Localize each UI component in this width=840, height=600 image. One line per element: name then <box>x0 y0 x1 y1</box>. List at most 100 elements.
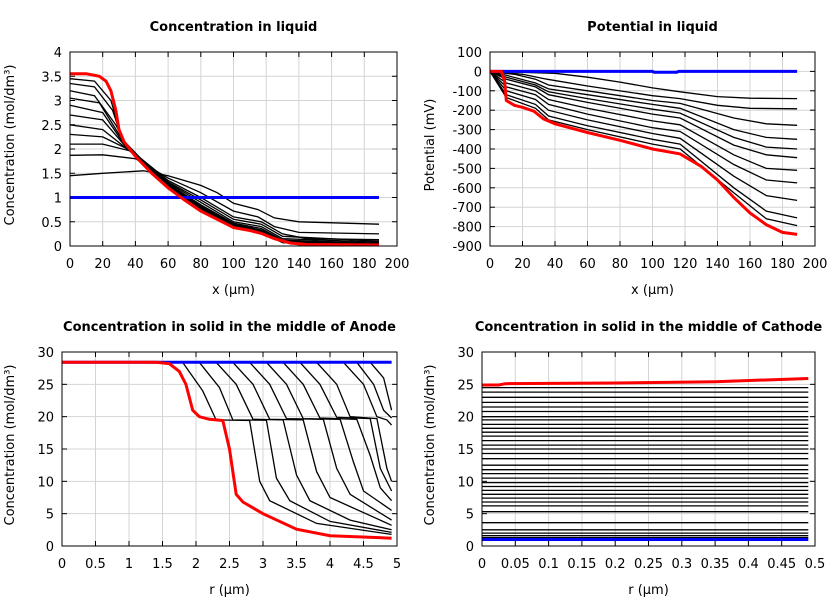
y-axis-label: Potential (mV) <box>423 99 438 192</box>
x-tick-label: 140 <box>286 257 311 272</box>
x-tick-label: 0.25 <box>634 557 663 572</box>
intermediate-series-line <box>62 361 393 419</box>
intermediate-series-line <box>489 70 798 140</box>
intermediate-series-line <box>70 143 380 241</box>
intermediate-series-line <box>62 361 392 536</box>
y-tick-label: 100 <box>457 46 482 61</box>
x-tick-label: 140 <box>705 257 730 272</box>
x-tick-label: 0.3 <box>671 557 692 572</box>
x-tick-label: 0.1 <box>538 557 559 572</box>
x-tick-label: 0 <box>478 557 486 572</box>
chart-panel-2: Potential in liquid 0 20 40 60 80 100 120 140 160… <box>423 20 827 298</box>
x-tick-label: 2.5 <box>219 557 240 572</box>
intermediate-series-line <box>62 361 392 531</box>
x-tick-label: 1 <box>125 557 133 572</box>
initial-series-line <box>490 69 798 74</box>
y-tick-label: 0 <box>46 540 54 555</box>
x-tick-label: 160 <box>319 257 344 272</box>
x-tick-label: 200 <box>803 257 828 272</box>
intermediate-series-line <box>489 71 798 219</box>
x-tick-label: 200 <box>385 257 410 272</box>
y-tick-label: 2 <box>54 143 62 158</box>
x-tick-label: 0.4 <box>738 557 759 572</box>
x-axis-label: r (µm) <box>209 583 250 598</box>
x-tick-label: 40 <box>547 257 564 272</box>
plot-frame <box>61 351 398 547</box>
x-axis-label: r (µm) <box>628 583 669 598</box>
y-tick-label: -500 <box>452 162 482 177</box>
intermediate-series-line <box>62 361 393 426</box>
x-tick-label: 60 <box>160 257 177 272</box>
intermediate-series-line <box>489 70 798 110</box>
x-tick-label: 0.2 <box>605 557 626 572</box>
intermediate-series-line <box>69 133 380 242</box>
y-tick-label: 15 <box>37 443 54 458</box>
x-tick-label: 100 <box>221 257 246 272</box>
x-tick-label: 0.5 <box>85 557 106 572</box>
y-tick-label: 2.5 <box>41 119 62 134</box>
y-tick-label: 25 <box>37 378 54 393</box>
intermediate-series-line <box>62 361 392 534</box>
chart-title: Concentration in solid in the middle of … <box>475 320 823 335</box>
x-tick-label: 0.5 <box>805 557 826 572</box>
x-tick-label: 4.5 <box>353 557 374 572</box>
y-axis-label: Concentration (mol/dm³) <box>3 65 18 226</box>
y-tick-label: 15 <box>457 443 474 458</box>
x-tick-label: 4 <box>326 557 334 572</box>
y-tick-label: 0 <box>54 240 62 255</box>
y-tick-label: -200 <box>452 104 482 119</box>
plot-frame <box>481 351 816 547</box>
y-tick-label: 3 <box>54 95 62 110</box>
intermediate-series-line <box>62 361 392 521</box>
y-tick-label: -700 <box>452 201 482 216</box>
final-series-line <box>62 360 392 540</box>
intermediate-series-line <box>69 114 380 244</box>
x-tick-label: 0 <box>58 557 66 572</box>
y-tick-label: 20 <box>37 411 54 426</box>
y-axis-label: Concentration (mol/dm³) <box>3 365 18 526</box>
y-tick-label: 4 <box>54 46 62 61</box>
intermediate-series-line <box>69 154 380 235</box>
intermediate-series-line <box>69 170 380 225</box>
intermediate-series-line <box>489 70 798 126</box>
intermediate-series-line <box>62 361 392 526</box>
y-tick-label: 0 <box>474 65 482 80</box>
x-tick-label: 3.5 <box>286 557 307 572</box>
y-tick-label: -300 <box>452 124 482 139</box>
x-tick-label: 20 <box>514 257 531 272</box>
intermediate-series-line <box>62 361 393 411</box>
x-tick-label: 0.15 <box>567 557 596 572</box>
x-tick-label: 3 <box>259 557 267 572</box>
x-tick-label: 1.5 <box>152 557 173 572</box>
x-tick-label: 80 <box>612 257 629 272</box>
x-tick-label: 0.35 <box>701 557 730 572</box>
plot-frame <box>69 51 398 247</box>
chart-panel-4: Concentration in solid in the middle of … <box>423 320 825 598</box>
intermediate-series-line <box>489 70 798 159</box>
y-tick-label: 25 <box>457 378 474 393</box>
x-tick-label: 120 <box>254 257 279 272</box>
x-tick-label: 5 <box>393 557 401 572</box>
y-tick-label: 10 <box>457 475 474 490</box>
y-tick-label: -900 <box>452 240 482 255</box>
y-tick-label: 10 <box>37 475 54 490</box>
y-axis-label: Concentration (mol/dm³) <box>423 365 438 526</box>
x-axis-label: x (µm) <box>631 283 674 298</box>
y-tick-label: 1 <box>54 192 62 207</box>
intermediate-series-line <box>62 361 393 482</box>
x-tick-label: 2 <box>192 557 200 572</box>
x-tick-label: 60 <box>579 257 596 272</box>
y-tick-label: 30 <box>457 346 474 361</box>
y-tick-label: -800 <box>452 221 482 236</box>
plot-frame <box>489 51 816 247</box>
x-tick-label: 0 <box>486 257 494 272</box>
x-tick-label: 0 <box>66 257 74 272</box>
intermediate-series-line <box>69 124 380 243</box>
x-axis-label: x (µm) <box>212 283 255 298</box>
y-tick-label: 0.5 <box>41 216 62 231</box>
x-tick-label: 120 <box>673 257 698 272</box>
intermediate-series-line <box>489 70 798 171</box>
y-tick-label: -600 <box>452 182 482 197</box>
x-tick-label: 0.05 <box>501 557 530 572</box>
x-tick-label: 180 <box>352 257 377 272</box>
